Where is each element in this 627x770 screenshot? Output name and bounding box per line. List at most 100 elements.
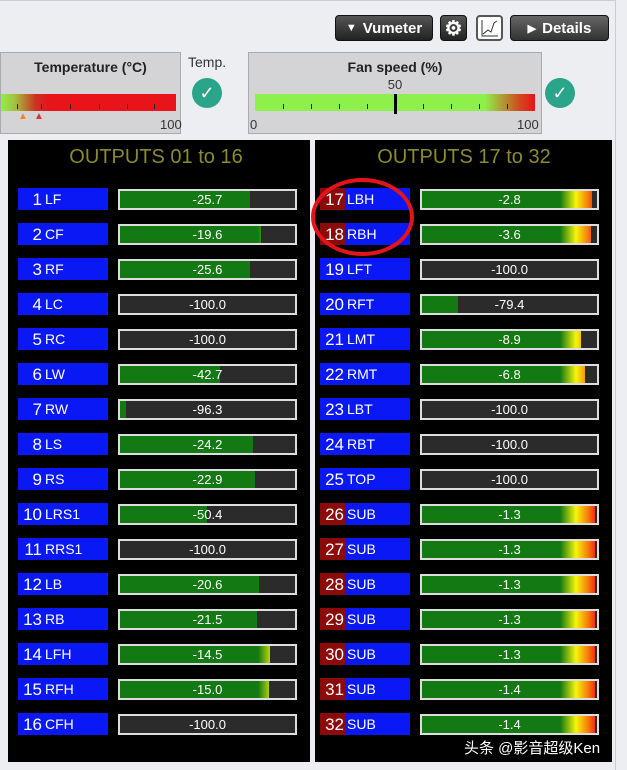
- channel-label[interactable]: RFT: [345, 293, 410, 315]
- meter-empty: [250, 261, 295, 278]
- channel-label[interactable]: RMT: [345, 363, 410, 385]
- chart-button[interactable]: [476, 15, 503, 41]
- level-meter: -2.8: [420, 189, 599, 210]
- channel-row: 6 LW -42.7: [18, 363, 308, 385]
- meter-empty: [250, 191, 295, 208]
- level-meter: -1.3: [420, 504, 599, 525]
- level-meter: -42.7: [118, 364, 297, 385]
- level-value: -42.7: [192, 367, 223, 382]
- channel-label[interactable]: LMT: [345, 328, 410, 350]
- channel-row: 30 SUB -1.3: [320, 643, 610, 665]
- channel-label[interactable]: SUB: [345, 713, 410, 735]
- meter-empty: [594, 611, 597, 628]
- level-meter: -25.6: [118, 259, 297, 280]
- channel-label[interactable]: LC: [43, 293, 108, 315]
- temperature-max: 100: [160, 117, 182, 132]
- meter-empty: [120, 716, 295, 733]
- channel-row: 11 RRS1 -100.0: [18, 538, 308, 560]
- level-meter: -1.3: [420, 539, 599, 560]
- channel-row: 12 LB -20.6: [18, 573, 308, 595]
- channel-label[interactable]: LB: [43, 573, 108, 595]
- level-meter: -14.5: [118, 644, 297, 665]
- channel-label[interactable]: RF: [43, 258, 108, 280]
- channel-label[interactable]: RC: [43, 328, 108, 350]
- channel-label[interactable]: RS: [43, 468, 108, 490]
- meter-empty: [257, 611, 295, 628]
- settings-button[interactable]: ⚙: [440, 15, 467, 41]
- fan-speed-marker: [394, 94, 397, 114]
- critical-threshold-marker: ▲: [34, 111, 44, 122]
- meter-empty: [458, 296, 597, 313]
- meter-empty: [594, 681, 597, 698]
- channel-label[interactable]: CF: [43, 223, 108, 245]
- channel-row: 31 SUB -1.4: [320, 678, 610, 700]
- level-meter: -1.3: [420, 609, 599, 630]
- level-value: -25.7: [192, 192, 223, 207]
- level-meter: -19.6: [118, 224, 297, 245]
- channel-row: 1 LF -25.7: [18, 188, 308, 210]
- channel-label[interactable]: LS: [43, 433, 108, 455]
- channel-number: 32: [320, 713, 345, 735]
- triangle-right-icon: ▶: [527, 22, 537, 35]
- level-value: -1.4: [498, 717, 521, 732]
- channel-row: 9 RS -22.9: [18, 468, 308, 490]
- channel-row: 32 SUB -1.4: [320, 713, 610, 735]
- channel-label[interactable]: SUB: [345, 643, 410, 665]
- level-meter: -100.0: [420, 469, 599, 490]
- channel-label[interactable]: TOP: [345, 468, 410, 490]
- channel-number: 1: [18, 188, 43, 210]
- channel-number: 16: [18, 713, 43, 735]
- level-value: -20.6: [192, 577, 223, 592]
- channel-row: 15 RFH -15.0: [18, 678, 308, 700]
- level-meter: -96.3: [118, 399, 297, 420]
- group-heading: OUTPUTS 17 to 32: [377, 146, 551, 168]
- channel-label[interactable]: SUB: [345, 503, 410, 525]
- channel-label[interactable]: RRS1: [43, 538, 108, 560]
- level-value: -100.0: [491, 402, 528, 417]
- channel-number: 6: [18, 363, 43, 385]
- details-button[interactable]: ▶ Details: [510, 15, 609, 41]
- channel-label[interactable]: LF: [43, 188, 108, 210]
- level-value: -100.0: [189, 297, 226, 312]
- channel-label[interactable]: LRS1: [43, 503, 108, 525]
- channel-label[interactable]: RBT: [345, 433, 410, 455]
- channel-label[interactable]: SUB: [345, 573, 410, 595]
- channel-number: 28: [320, 573, 345, 595]
- meter-empty: [594, 541, 597, 558]
- temperature-title: Temperature (°C): [34, 59, 147, 75]
- level-value: -1.3: [498, 507, 521, 522]
- meter-empty: [258, 576, 295, 593]
- channel-label[interactable]: RW: [43, 398, 108, 420]
- vumeter-dropdown[interactable]: ▼ Vumeter: [335, 15, 433, 41]
- channel-label[interactable]: SUB: [345, 608, 410, 630]
- fan-speed-title: Fan speed (%): [347, 59, 443, 75]
- channel-label[interactable]: CFH: [43, 713, 108, 735]
- temperature-panel: Temperature (°C) ▲ ▲ 100: [0, 52, 182, 134]
- vumeter-panel: OUTPUTS 01 to 16 1 LF -25.7 2 CF -19.6 3 RF -25.6…: [6, 140, 612, 762]
- channel-label[interactable]: LW: [43, 363, 108, 385]
- channel-label[interactable]: RB: [43, 608, 108, 630]
- level-value: -1.4: [498, 682, 521, 697]
- channel-label[interactable]: LFT: [345, 258, 410, 280]
- channel-number: 26: [320, 503, 345, 525]
- channel-row: 2 CF -19.6: [18, 223, 308, 245]
- level-value: -100.0: [491, 437, 528, 452]
- meter-empty: [220, 366, 295, 383]
- level-meter: -100.0: [118, 714, 297, 735]
- level-value: -25.6: [192, 262, 223, 277]
- level-value: -6.8: [498, 367, 521, 382]
- level-meter: -6.8: [420, 364, 599, 385]
- watermark: 头条 @影音超级Ken: [464, 740, 601, 757]
- level-value: -1.3: [498, 612, 521, 627]
- channel-label[interactable]: LFH: [43, 643, 108, 665]
- meter-empty: [254, 471, 295, 488]
- channel-row: 25 TOP -100.0: [320, 468, 610, 490]
- channel-label[interactable]: SUB: [345, 678, 410, 700]
- channel-label[interactable]: SUB: [345, 538, 410, 560]
- channel-label[interactable]: LBT: [345, 398, 410, 420]
- channel-label[interactable]: RFH: [43, 678, 108, 700]
- fan-speed-bar: [255, 94, 535, 114]
- channel-row: 26 SUB -1.3: [320, 503, 610, 525]
- level-value: -79.4: [494, 297, 525, 312]
